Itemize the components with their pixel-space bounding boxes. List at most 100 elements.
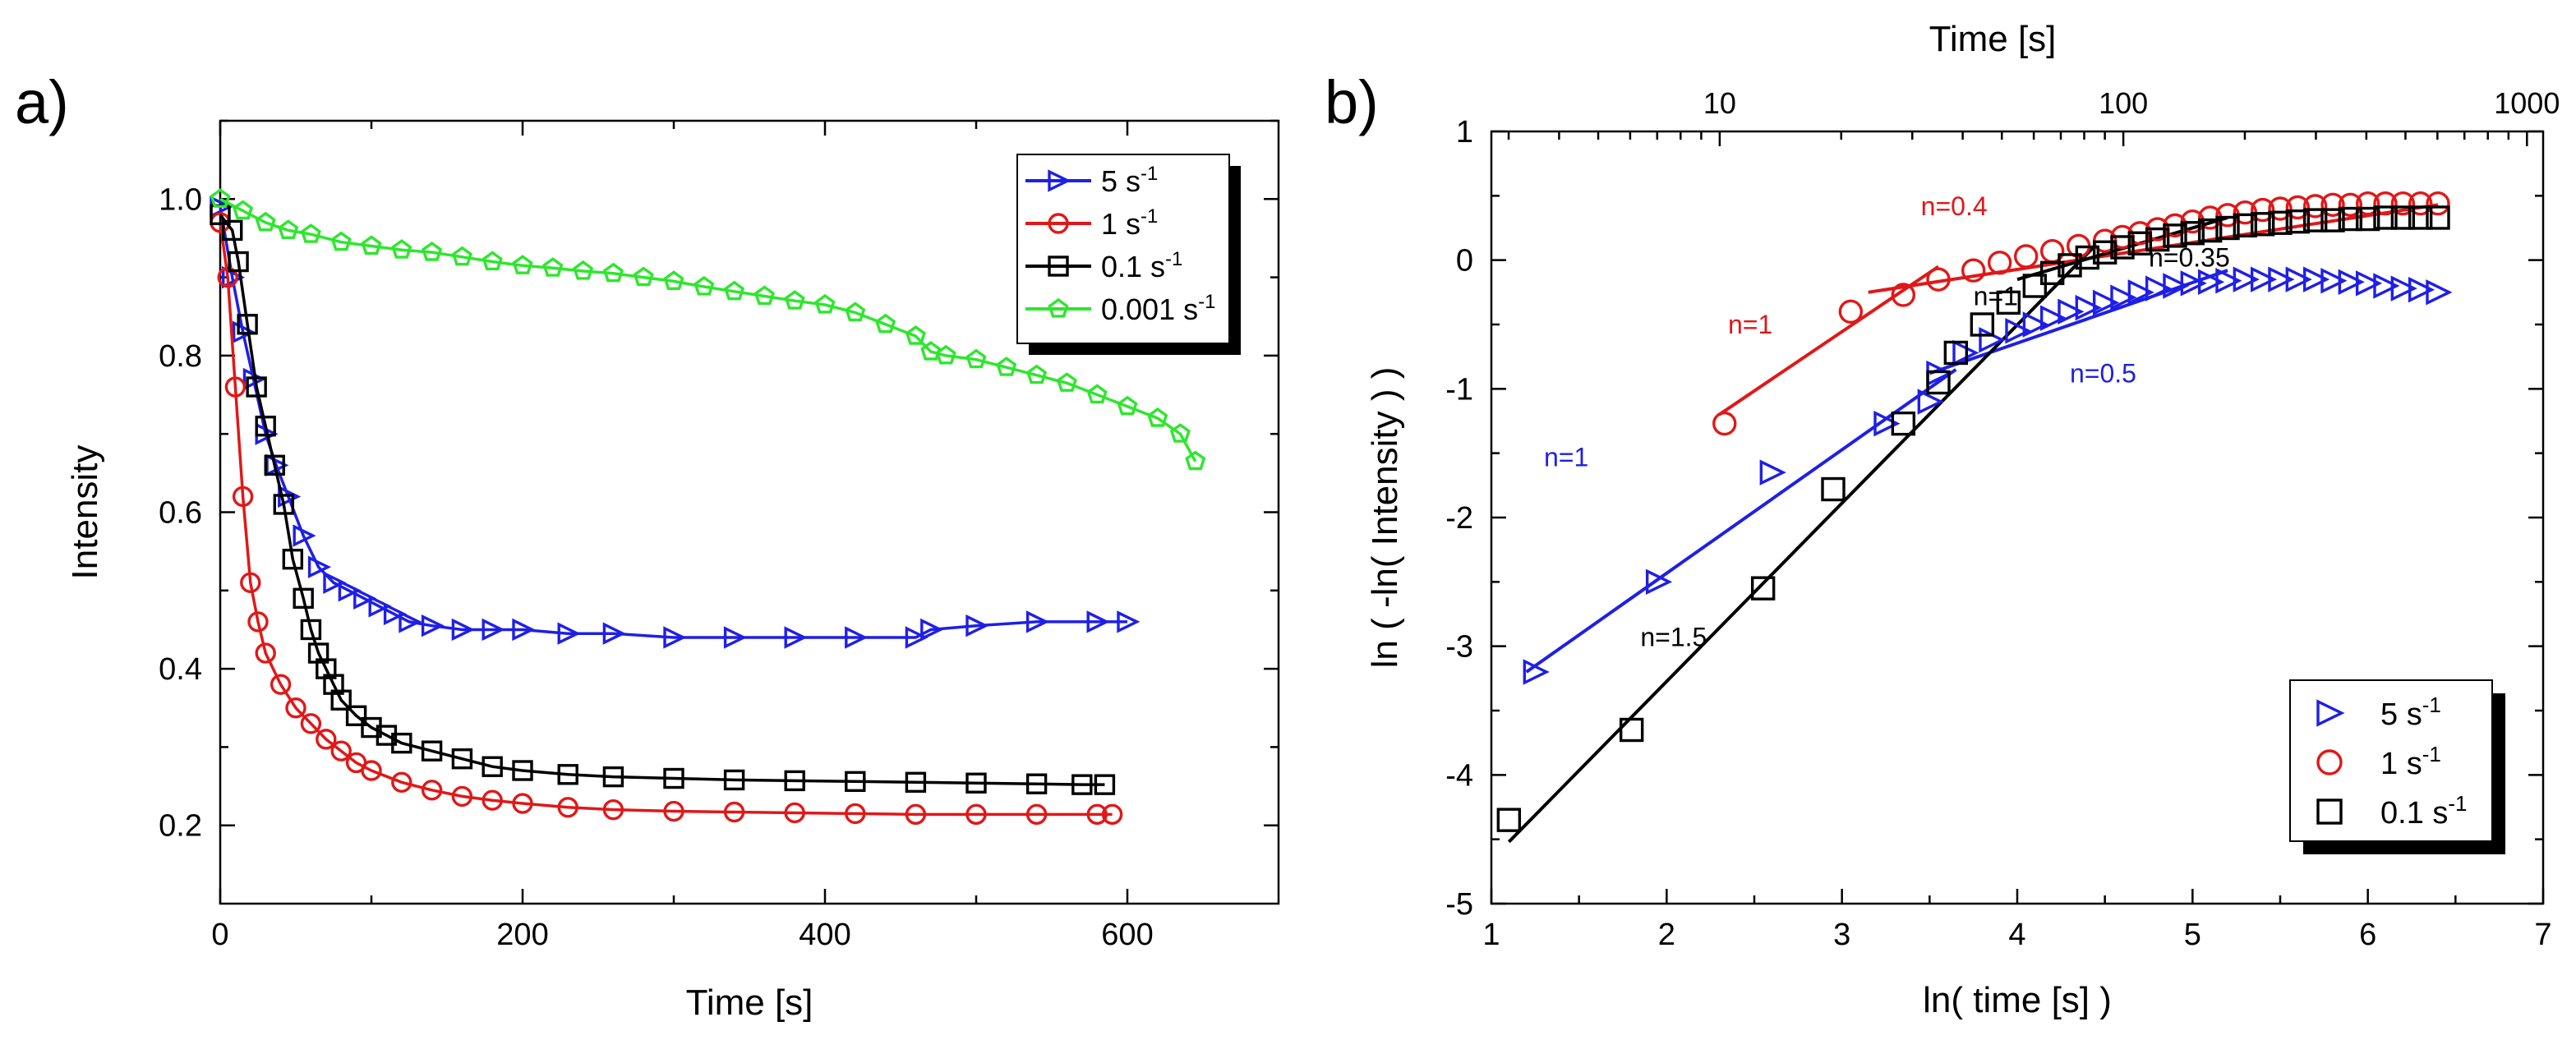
data-point bbox=[338, 579, 362, 602]
y-tick-label: 0.6 bbox=[159, 496, 202, 531]
data-point bbox=[255, 642, 276, 664]
x-tick-label: 2 bbox=[1658, 918, 1675, 952]
data-point bbox=[422, 242, 443, 261]
fit-annotation: n=1 bbox=[1974, 282, 2018, 311]
data-point bbox=[2426, 191, 2450, 216]
data-point bbox=[264, 454, 285, 476]
data-point bbox=[512, 793, 533, 814]
legend-swatch-marker bbox=[1048, 297, 1069, 318]
x-tick-label: 0 bbox=[211, 918, 228, 952]
y-tick-label: -1 bbox=[1445, 372, 1473, 407]
data-point bbox=[368, 595, 392, 618]
data-point bbox=[2180, 270, 2207, 297]
data-point bbox=[512, 760, 533, 781]
data-point bbox=[2302, 266, 2330, 292]
data-point bbox=[2302, 208, 2328, 232]
fit-line bbox=[1718, 265, 1940, 416]
data-point bbox=[814, 293, 836, 314]
data-point bbox=[2145, 275, 2173, 301]
data-point bbox=[2338, 192, 2363, 218]
y-tick-label: -4 bbox=[1445, 758, 1473, 793]
data-point bbox=[2013, 244, 2039, 269]
data-point bbox=[1094, 774, 1116, 795]
x-axis-label: ln( time [s] ) bbox=[1923, 980, 2112, 1020]
data-point bbox=[920, 618, 944, 642]
data-point bbox=[391, 732, 412, 754]
data-point bbox=[1185, 450, 1206, 471]
data-point bbox=[723, 769, 745, 791]
data-point bbox=[2373, 191, 2398, 216]
data-point bbox=[2250, 212, 2275, 237]
x-tick-label: 3 bbox=[1833, 918, 1850, 952]
data-point bbox=[2039, 260, 2065, 286]
data-point bbox=[784, 626, 808, 649]
data-point bbox=[1071, 774, 1093, 795]
data-point bbox=[602, 262, 624, 283]
data-point bbox=[2092, 240, 2117, 265]
data-point bbox=[232, 485, 254, 508]
data-point bbox=[2355, 191, 2380, 216]
fit-annotation: n=1 bbox=[1728, 310, 1772, 339]
legend-swatch-marker bbox=[1048, 213, 1069, 234]
data-point bbox=[935, 344, 956, 365]
data-point bbox=[482, 789, 503, 811]
x-tick-label: 200 bbox=[496, 918, 548, 952]
fit-line bbox=[1525, 368, 1957, 674]
data-point bbox=[845, 803, 866, 825]
data-point bbox=[965, 772, 987, 794]
data-point bbox=[316, 658, 337, 679]
legend-swatch-marker bbox=[2316, 798, 2343, 825]
top-tick-label: 100 bbox=[2099, 86, 2148, 120]
data-point bbox=[1117, 610, 1141, 633]
data-point bbox=[482, 756, 503, 777]
data-point bbox=[323, 674, 344, 695]
data-point bbox=[1147, 407, 1168, 427]
data-point bbox=[451, 785, 473, 808]
data-point bbox=[2320, 268, 2348, 294]
data-point bbox=[557, 764, 578, 785]
data-point bbox=[1025, 773, 1048, 794]
data-point bbox=[512, 618, 536, 642]
data-point bbox=[421, 614, 445, 637]
data-point bbox=[542, 257, 564, 277]
series-line bbox=[219, 214, 1105, 786]
data-point bbox=[1025, 803, 1048, 826]
data-point bbox=[399, 610, 422, 633]
data-point bbox=[2408, 191, 2433, 216]
data-point bbox=[1838, 299, 1864, 324]
data-point bbox=[222, 265, 246, 289]
data-point bbox=[1025, 610, 1050, 633]
data-point bbox=[330, 231, 352, 251]
data-point bbox=[2058, 298, 2085, 325]
x-axis-label: Time [s] bbox=[686, 982, 813, 1023]
data-point bbox=[1101, 803, 1123, 826]
x-tick-label: 400 bbox=[799, 918, 850, 952]
data-point bbox=[270, 674, 292, 695]
data-point bbox=[2075, 294, 2102, 321]
data-point bbox=[2268, 196, 2293, 221]
data-point bbox=[1970, 312, 1995, 337]
data-point bbox=[2320, 208, 2345, 232]
data-point bbox=[905, 626, 929, 649]
data-point bbox=[663, 270, 684, 290]
data-point bbox=[920, 341, 942, 361]
data-point bbox=[391, 771, 412, 793]
data-point bbox=[663, 626, 687, 649]
chart-a: 0 200 400 600 0.2 0.4 0.6 0.8 1.0 Time [s] Intensi… bbox=[65, 119, 1280, 1023]
y-tick-label: 0.8 bbox=[159, 339, 202, 374]
data-point bbox=[421, 780, 443, 801]
panel-a-label: a) bbox=[15, 68, 69, 136]
data-point bbox=[2075, 245, 2100, 270]
data-point bbox=[247, 611, 269, 633]
data-point bbox=[1056, 372, 1077, 392]
data-point bbox=[307, 642, 329, 664]
fit-annotation: n=1 bbox=[1544, 442, 1588, 472]
data-point bbox=[1987, 251, 2012, 275]
x-tick-label: 7 bbox=[2534, 918, 2551, 952]
data-point bbox=[1873, 410, 1901, 437]
data-point bbox=[1086, 610, 1110, 633]
legend-swatch-marker bbox=[2316, 749, 2343, 775]
data-point bbox=[557, 797, 578, 818]
legend-swatch-marker bbox=[2316, 699, 2345, 727]
series bbox=[210, 188, 1206, 471]
